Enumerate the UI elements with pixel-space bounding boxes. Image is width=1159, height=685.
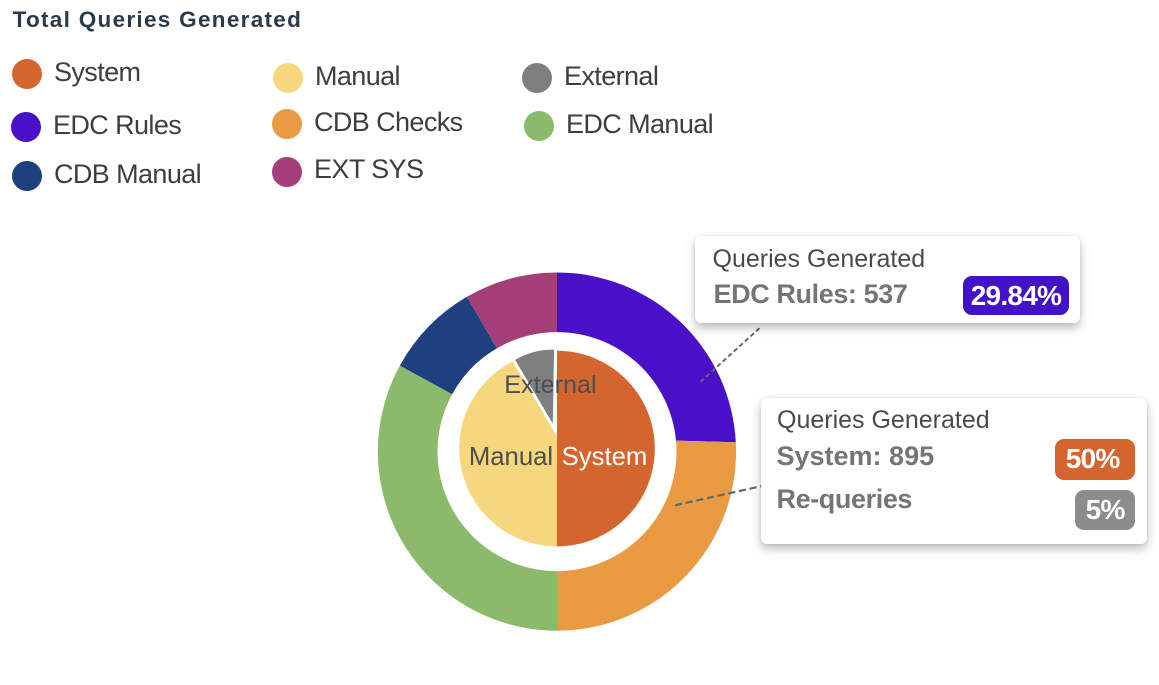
svg-text:System: System xyxy=(562,443,648,471)
svg-text:External: External xyxy=(504,371,596,399)
svg-text:Manual: Manual xyxy=(469,443,553,471)
